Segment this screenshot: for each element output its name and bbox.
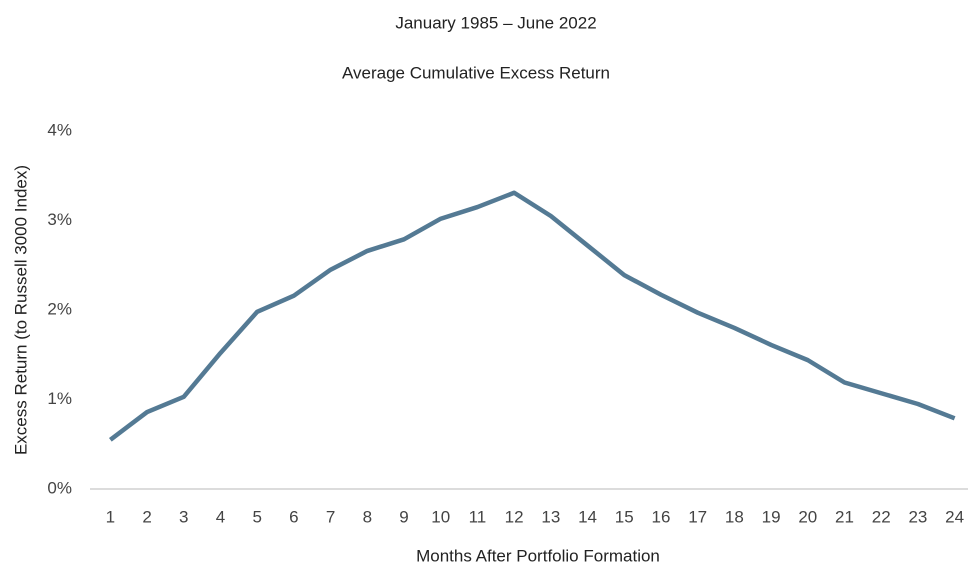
x-tick-label: 4 — [216, 507, 225, 526]
x-axis-label: Months After Portfolio Formation — [416, 546, 660, 565]
x-tick-label: 17 — [688, 507, 707, 526]
x-tick-label: 9 — [399, 507, 408, 526]
y-tick-label: 2% — [47, 299, 72, 318]
x-tick-label: 22 — [872, 507, 891, 526]
x-tick-label: 24 — [945, 507, 964, 526]
x-tick-label: 14 — [578, 507, 597, 526]
x-tick-label: 5 — [252, 507, 261, 526]
x-tick-label: 13 — [541, 507, 560, 526]
y-tick-label: 1% — [47, 389, 72, 408]
x-tick-label: 7 — [326, 507, 335, 526]
x-tick-label: 16 — [652, 507, 671, 526]
x-tick-label: 19 — [762, 507, 781, 526]
y-axis-label: Excess Return (to Russell 3000 Index) — [11, 165, 30, 455]
x-tick-label: 23 — [908, 507, 927, 526]
x-tick-label: 2 — [142, 507, 151, 526]
y-tick-label: 4% — [47, 120, 72, 139]
x-tick-label: 18 — [725, 507, 744, 526]
x-tick-label: 10 — [431, 507, 450, 526]
x-tick-label: 6 — [289, 507, 298, 526]
x-tick-label: 3 — [179, 507, 188, 526]
chart-subtitle: Average Cumulative Excess Return — [342, 63, 610, 82]
x-tick-label: 11 — [469, 507, 487, 526]
x-tick-label: 1 — [106, 507, 115, 526]
y-tick-label: 3% — [47, 210, 72, 229]
x-tick-label: 8 — [363, 507, 372, 526]
x-tick-label: 20 — [798, 507, 817, 526]
chart-title: January 1985 – June 2022 — [395, 13, 596, 32]
x-tick-label: 15 — [615, 507, 634, 526]
x-tick-label: 12 — [505, 507, 524, 526]
line — [108, 190, 956, 442]
y-tick-label: 0% — [47, 478, 72, 497]
x-tick-label: 21 — [835, 507, 854, 526]
